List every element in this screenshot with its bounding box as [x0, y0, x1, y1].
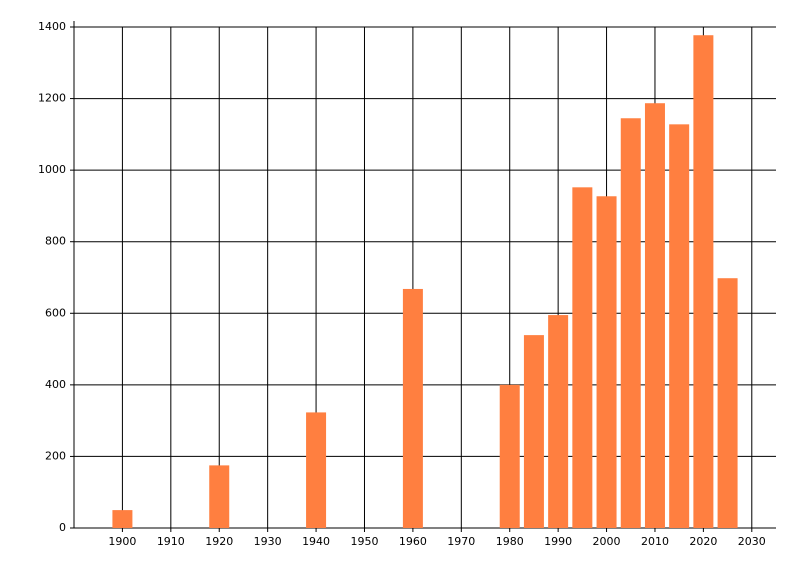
bar: [523, 335, 544, 528]
bar: [548, 315, 569, 528]
y-tick-label: 1400: [38, 20, 66, 33]
y-tick-label: 600: [45, 306, 66, 319]
x-tick-label: 1960: [399, 535, 427, 548]
x-tick-label: 1930: [254, 535, 282, 548]
x-tick-label: 1900: [108, 535, 136, 548]
x-tick-label: 1970: [447, 535, 475, 548]
y-tick-label: 1200: [38, 92, 66, 105]
bar: [596, 196, 617, 529]
x-tick-label: 2010: [641, 535, 669, 548]
bar: [209, 465, 230, 528]
y-tick-label: 200: [45, 449, 66, 462]
x-tick-label: 1910: [157, 535, 185, 548]
bar: [306, 412, 327, 528]
x-tick-label: 1990: [544, 535, 572, 548]
x-tick-label: 1940: [302, 535, 330, 548]
y-tick-label: 800: [45, 235, 66, 248]
bar: [402, 288, 423, 528]
y-tick-label: 400: [45, 378, 66, 391]
bar: [644, 103, 665, 528]
x-tick-label: 2000: [593, 535, 621, 548]
y-tick-label: 0: [59, 521, 66, 534]
x-tick-label: 1980: [496, 535, 524, 548]
x-tick-label: 2030: [738, 535, 766, 548]
bar: [112, 510, 133, 528]
bar: [499, 384, 520, 528]
bar: [620, 118, 641, 528]
bar: [572, 187, 593, 528]
bar: [717, 278, 738, 528]
bar: [669, 124, 690, 528]
x-tick-label: 1950: [350, 535, 378, 548]
bar: [693, 35, 714, 528]
x-tick-label: 2020: [689, 535, 717, 548]
y-tick-label: 1000: [38, 163, 66, 176]
x-tick-label: 1920: [205, 535, 233, 548]
